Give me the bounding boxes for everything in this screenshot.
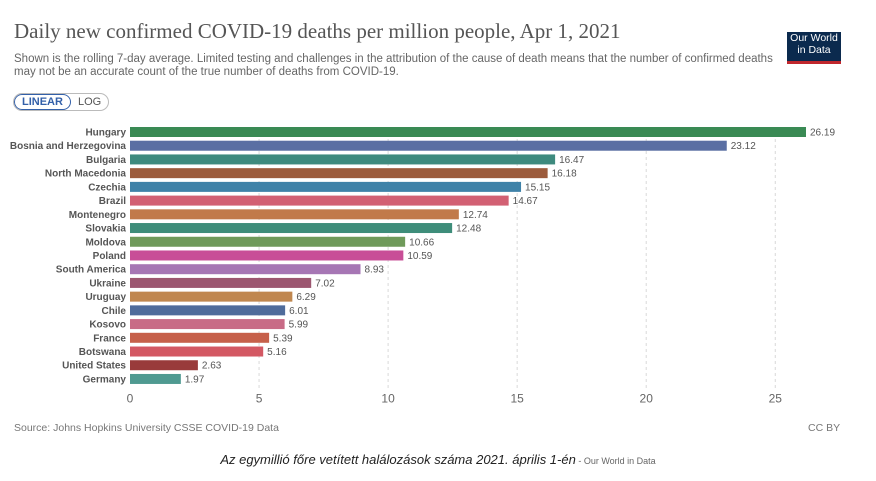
category-label-bulgaria: Bulgaria [86,155,126,166]
bar-poland [130,250,404,261]
category-label-south-america: South America [56,265,127,276]
bar-kosovo [130,319,285,330]
bar-montenegro [130,209,459,220]
value-label-kosovo: 5.99 [289,320,309,331]
bar-czechia [130,181,522,192]
category-label-poland: Poland [93,251,126,262]
log-scale-button[interactable]: LOG [77,96,102,108]
linear-scale-button[interactable]: LINEAR [14,94,71,110]
value-label-germany: 1.97 [185,374,205,385]
caption-credit: - Our World in Data [575,456,656,466]
category-label-brazil: Brazil [99,196,126,207]
value-label-moldova: 10.66 [409,237,434,248]
bar-slovakia [130,223,453,234]
value-label-united-states: 2.63 [202,361,222,372]
category-label-kosovo: Kosovo [89,320,126,331]
bar-hungary [130,127,806,137]
x-tick-label-20: 20 [640,392,654,406]
value-label-france: 5.39 [273,333,293,344]
chart-subtitle: Shown is the rolling 7-day average. Limi… [14,53,773,78]
logo-line-2: in Data [797,43,831,56]
value-label-poland: 10.59 [407,251,432,262]
x-tick-label-25: 25 [769,392,783,406]
bar-north-macedonia [130,168,548,179]
bar-botswana [130,346,264,357]
x-tick-label-5: 5 [256,392,263,406]
bar-uruguay [130,291,293,302]
source-note[interactable]: Source: Johns Hopkins University CSSE CO… [14,422,279,434]
x-tick-label-15: 15 [510,392,524,406]
category-label-chile: Chile [102,306,127,317]
caption-text: Az egymillió főre vetített halálozások s… [220,452,576,467]
value-label-south-america: 8.93 [364,265,384,276]
x-tick-label-0: 0 [127,392,134,406]
category-label-czechia: Czechia [88,182,126,193]
bar-brazil [130,195,509,206]
bar-bulgaria [130,154,556,165]
category-label-north-macedonia: North Macedonia [45,169,127,180]
value-label-brazil: 14.67 [513,196,538,207]
value-label-bulgaria: 16.47 [559,155,584,166]
category-label-hungary: Hungary [85,128,126,139]
value-label-czechia: 15.15 [525,182,550,193]
value-label-uruguay: 6.29 [296,292,316,303]
owid-logo[interactable]: Our World in Data [787,32,841,64]
bar-germany [130,373,181,384]
bar-bosnia-and-herzegovina [130,140,727,151]
bar-moldova [130,236,406,247]
category-label-moldova: Moldova [85,237,126,248]
bar-south-america [130,264,361,275]
category-label-botswana: Botswana [79,347,127,358]
license-link[interactable]: CC BY [808,422,841,434]
value-label-ukraine: 7.02 [315,278,335,289]
value-label-chile: 6.01 [289,306,309,317]
category-label-bosnia-and-herzegovina: Bosnia and Herzegovina [10,141,127,152]
bar-united-states [130,360,198,371]
category-label-uruguay: Uruguay [85,292,126,303]
value-label-bosnia-and-herzegovina: 23.12 [731,141,756,152]
x-tick-label-10: 10 [381,392,395,406]
category-label-united-states: United States [62,361,126,372]
value-label-north-macedonia: 16.18 [552,169,577,180]
value-label-slovakia: 12.48 [456,224,481,235]
value-label-hungary: 26.19 [810,128,835,139]
bar-ukraine [130,277,312,288]
category-label-montenegro: Montenegro [69,210,126,221]
logo-line-1: Our World [790,32,838,44]
value-label-botswana: 5.16 [267,347,287,358]
scale-toggle: LINEAR LOG [13,93,110,111]
chart-title: Daily new confirmed COVID-19 deaths per … [14,19,621,43]
category-label-france: France [93,333,126,344]
bar-chile [130,305,286,316]
category-label-germany: Germany [83,374,127,385]
image-caption: Az egymillió főre vetített halálozások s… [0,452,876,467]
bar-france [130,332,270,343]
category-label-slovakia: Slovakia [85,224,126,235]
category-label-ukraine: Ukraine [89,278,126,289]
value-label-montenegro: 12.74 [463,210,488,221]
